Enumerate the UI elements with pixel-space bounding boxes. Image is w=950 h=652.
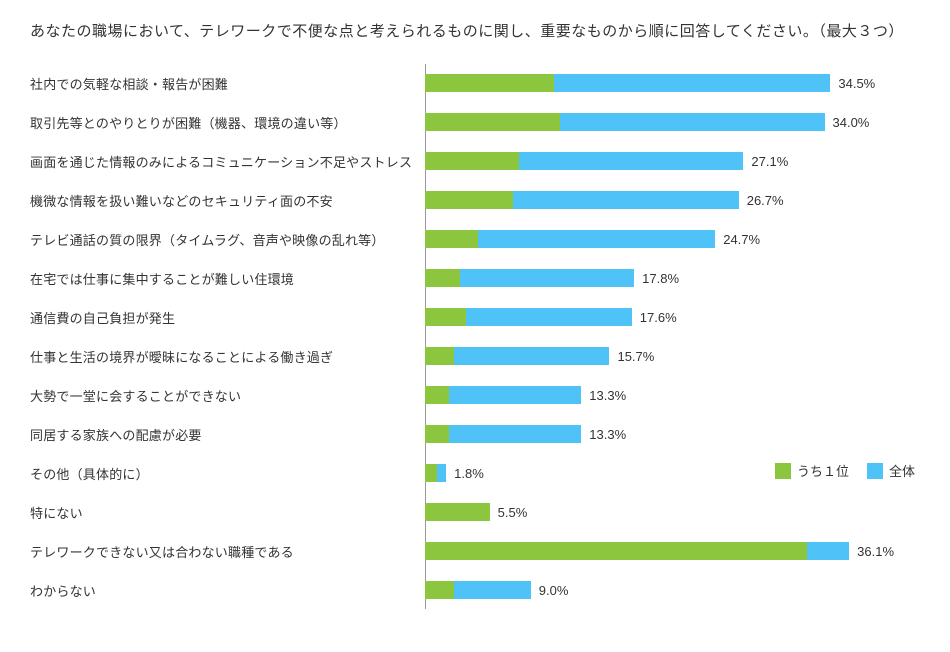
bar-segment-total xyxy=(454,581,530,599)
chart-title: あなたの職場において、テレワークで不便な点と考えられるものに関し、重要なものから… xyxy=(30,20,920,41)
bar-segment-rank1 xyxy=(425,347,454,365)
bar-percent-label: 13.3% xyxy=(589,427,626,442)
chart-row: 仕事と生活の境界が曖昧になることによる働き過ぎ 15.7% xyxy=(30,342,920,370)
row-label: テレビ通話の質の限界（タイムラグ、音声や映像の乱れ等） xyxy=(30,230,425,249)
bar-segment-total xyxy=(807,542,849,560)
bar-area: 36.1% xyxy=(425,542,895,560)
row-label: 特にない xyxy=(30,503,425,522)
bar-area: 26.7% xyxy=(425,191,895,209)
legend: うち１位 全体 xyxy=(775,461,915,480)
chart-row: テレビ通話の質の限界（タイムラグ、音声や映像の乱れ等） 24.7% xyxy=(30,225,920,253)
row-label: 通信費の自己負担が発生 xyxy=(30,308,425,327)
bar-segment-total xyxy=(560,113,824,131)
bar-area: 5.5% xyxy=(425,503,895,521)
bar-segment-rank1 xyxy=(425,113,560,131)
bar-area: 13.3% xyxy=(425,425,895,443)
bar-percent-label: 9.0% xyxy=(539,583,569,598)
legend-swatch-total xyxy=(867,463,883,479)
bar-segment-rank1 xyxy=(425,425,449,443)
row-label: わからない xyxy=(30,581,425,600)
bar-percent-label: 27.1% xyxy=(751,154,788,169)
bar-area: 17.8% xyxy=(425,269,895,287)
bar-segment-total xyxy=(478,230,715,248)
row-label: テレワークできない又は合わない職種である xyxy=(30,542,425,561)
bar-segment-rank1 xyxy=(425,152,519,170)
bar-segment-rank1 xyxy=(425,230,478,248)
chart-row: わからない 9.0% xyxy=(30,576,920,604)
bar-segment-total xyxy=(519,152,743,170)
chart-row: テレワークできない又は合わない職種である 36.1% xyxy=(30,537,920,565)
bar-segment-rank1 xyxy=(425,542,807,560)
row-label: 在宅では仕事に集中することが難しい住環境 xyxy=(30,269,425,288)
bar-area: 24.7% xyxy=(425,230,895,248)
row-label: その他（具体的に） xyxy=(30,464,425,483)
chart-row: 機微な情報を扱い難いなどのセキュリティ面の不安 26.7% xyxy=(30,186,920,214)
chart-row: 同居する家族への配慮が必要 13.3% xyxy=(30,420,920,448)
bar-percent-label: 17.6% xyxy=(640,310,677,325)
row-label: 画面を通じた情報のみによるコミュニケーション不足やストレス xyxy=(30,152,425,171)
row-label: 仕事と生活の境界が曖昧になることによる働き過ぎ xyxy=(30,347,425,366)
bar-area: 17.6% xyxy=(425,308,895,326)
bar-percent-label: 1.8% xyxy=(454,466,484,481)
bar-area: 27.1% xyxy=(425,152,895,170)
chart-row: 在宅では仕事に集中することが難しい住環境 17.8% xyxy=(30,264,920,292)
bar-segment-rank1 xyxy=(425,74,554,92)
chart-row: 特にない 5.5% xyxy=(30,498,920,526)
bar-segment-total xyxy=(454,347,609,365)
bar-segment-rank1 xyxy=(425,503,490,521)
legend-label-rank1: うち１位 xyxy=(797,461,849,480)
row-label: 取引先等とのやりとりが困難（機器、環境の違い等） xyxy=(30,113,425,132)
bar-segment-rank1 xyxy=(425,308,466,326)
legend-item-rank1: うち１位 xyxy=(775,461,849,480)
bar-segment-rank1 xyxy=(425,269,460,287)
bar-area: 15.7% xyxy=(425,347,895,365)
legend-label-total: 全体 xyxy=(889,461,915,480)
bar-segment-total xyxy=(449,386,582,404)
bar-segment-total xyxy=(466,308,632,326)
bar-percent-label: 34.0% xyxy=(833,115,870,130)
chart-row: 取引先等とのやりとりが困難（機器、環境の違い等） 34.0% xyxy=(30,108,920,136)
bar-percent-label: 13.3% xyxy=(589,388,626,403)
bar-area: 34.0% xyxy=(425,113,895,131)
bar-percent-label: 24.7% xyxy=(723,232,760,247)
row-label: 社内での気軽な相談・報告が困難 xyxy=(30,74,425,93)
bar-area: 9.0% xyxy=(425,581,895,599)
bar-percent-label: 15.7% xyxy=(617,349,654,364)
bar-percent-label: 5.5% xyxy=(498,505,528,520)
bar-percent-label: 26.7% xyxy=(747,193,784,208)
bar-chart: 社内での気軽な相談・報告が困難 34.5% 取引先等とのやりとりが困難（機器、環境の… xyxy=(30,69,920,604)
chart-row: 画面を通じた情報のみによるコミュニケーション不足やストレス 27.1% xyxy=(30,147,920,175)
legend-item-total: 全体 xyxy=(867,461,915,480)
bar-segment-total xyxy=(554,74,830,92)
bar-segment-rank1 xyxy=(425,464,437,482)
row-label: 大勢で一堂に会することができない xyxy=(30,386,425,405)
legend-swatch-rank1 xyxy=(775,463,791,479)
y-axis-line xyxy=(425,64,426,609)
bar-segment-total xyxy=(460,269,634,287)
chart-row: 通信費の自己負担が発生 17.6% xyxy=(30,303,920,331)
bar-segment-total xyxy=(513,191,739,209)
row-label: 機微な情報を扱い難いなどのセキュリティ面の不安 xyxy=(30,191,425,210)
bar-segment-rank1 xyxy=(425,191,513,209)
bar-segment-total xyxy=(449,425,582,443)
bar-segment-rank1 xyxy=(425,581,454,599)
chart-row: 社内での気軽な相談・報告が困難 34.5% xyxy=(30,69,920,97)
row-label: 同居する家族への配慮が必要 xyxy=(30,425,425,444)
bar-percent-label: 36.1% xyxy=(857,544,894,559)
bar-percent-label: 17.8% xyxy=(642,271,679,286)
chart-row: 大勢で一堂に会することができない 13.3% xyxy=(30,381,920,409)
bar-area: 34.5% xyxy=(425,74,895,92)
bar-area: 13.3% xyxy=(425,386,895,404)
bar-percent-label: 34.5% xyxy=(838,76,875,91)
bar-segment-total xyxy=(437,464,446,482)
bar-segment-rank1 xyxy=(425,386,449,404)
